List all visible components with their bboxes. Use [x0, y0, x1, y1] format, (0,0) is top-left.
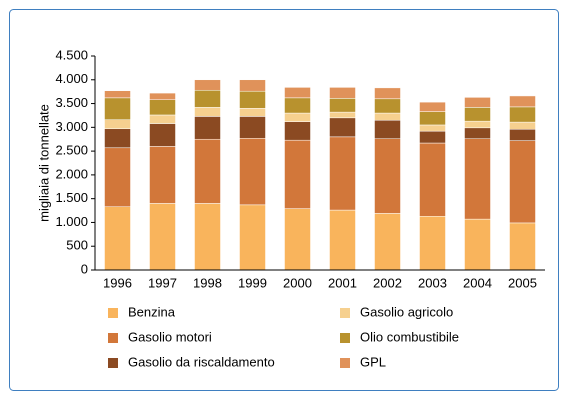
bar-segment [374, 213, 401, 271]
x-tick-label: 2000 [283, 275, 312, 290]
x-tick-label: 1998 [193, 275, 222, 290]
y-tick-label: 2.000 [55, 166, 88, 181]
bar-segment [239, 204, 266, 271]
bar-segment [374, 119, 401, 139]
bar-segment [149, 203, 176, 271]
bar-segment [284, 97, 311, 114]
bar-segment [104, 206, 131, 271]
bar-segment [509, 140, 536, 224]
bar-segment [194, 116, 221, 140]
x-tick-label: 1996 [103, 275, 132, 290]
y-tick-label: 500 [66, 238, 88, 253]
bar-segment [374, 138, 401, 214]
y-tick-label: 0 [81, 261, 88, 276]
bar-segment [464, 138, 491, 220]
y-tick-label: 4.500 [55, 47, 88, 62]
bar-segment [149, 146, 176, 204]
bar-segment [284, 87, 311, 99]
bar-segment [284, 112, 311, 122]
y-tick-label: 3.000 [55, 119, 88, 134]
bar-segment [284, 208, 311, 271]
bar-segment [509, 222, 536, 271]
bar-segment [104, 119, 131, 130]
bar-segment [239, 116, 266, 139]
legend-label: GPL [360, 354, 386, 369]
bar-segment [329, 98, 356, 113]
bar-segment [194, 203, 221, 271]
legend-swatch [340, 358, 350, 368]
bar-segment [419, 142, 446, 217]
bar-segment [149, 123, 176, 147]
legend-label: Gasolio da riscaldamento [128, 354, 275, 369]
bar-segment [509, 95, 536, 108]
y-tick-label: 3.500 [55, 95, 88, 110]
x-tick-label: 2005 [508, 275, 537, 290]
bar-segment [419, 111, 446, 126]
x-tick-label: 2002 [373, 275, 402, 290]
bar-segment [419, 130, 446, 144]
bar-segment [464, 107, 491, 122]
bar-segment [284, 139, 311, 209]
bar-segment [419, 124, 446, 132]
bar-segment [329, 111, 356, 119]
x-tick-label: 2003 [418, 275, 447, 290]
x-tick-label: 2004 [463, 275, 492, 290]
bar-segment [374, 98, 401, 114]
bar-segment [509, 121, 536, 130]
bar-segment [329, 87, 356, 99]
bar-segment [329, 136, 356, 211]
bar-segment [149, 99, 176, 116]
bar-segment [284, 121, 311, 141]
bar-segment [149, 114, 176, 124]
bar-segment [194, 138, 221, 204]
bar-segment [194, 107, 221, 117]
bar-segment [194, 79, 221, 91]
x-tick-label: 1997 [148, 275, 177, 290]
bar-segment [239, 108, 266, 117]
legend-swatch [108, 333, 118, 343]
bar-segment [464, 127, 491, 139]
bar-segment [104, 128, 131, 149]
bar-segment [194, 89, 221, 108]
bar-segment [329, 117, 356, 138]
y-tick-label: 2.500 [55, 143, 88, 158]
legend-label: Olio combustibile [360, 329, 459, 344]
bar-segment [149, 92, 176, 101]
bar-segment [419, 216, 446, 271]
bar-segment [464, 120, 491, 129]
y-axis-label: migliaia di tonnellate [36, 104, 51, 222]
y-tick-label: 1.500 [55, 190, 88, 205]
legend-label: Gasolio motori [128, 329, 212, 344]
legend-label: Gasolio agricolo [360, 304, 453, 319]
bar-segment [104, 97, 131, 120]
bar-segment [104, 147, 131, 208]
bar-segment [239, 90, 266, 109]
legend-swatch [108, 308, 118, 318]
y-tick-label: 4.000 [55, 71, 88, 86]
legend-swatch [108, 358, 118, 368]
bar-segment [464, 97, 491, 108]
bar-segment [374, 87, 401, 100]
x-tick-label: 1999 [238, 275, 267, 290]
legend-swatch [340, 333, 350, 343]
legend-label: Benzina [128, 304, 176, 319]
legend-swatch [340, 308, 350, 318]
bar-segment [509, 106, 536, 123]
bar-segment [419, 101, 446, 112]
bar-segment [239, 138, 266, 206]
y-tick-label: 1.000 [55, 214, 88, 229]
bar-segment [329, 209, 356, 271]
bar-segment [509, 128, 536, 141]
bar-segment [374, 112, 401, 121]
bar-segment [464, 218, 491, 271]
bar-segment [239, 79, 266, 92]
bar-segment [104, 90, 131, 99]
x-tick-label: 2001 [328, 275, 357, 290]
